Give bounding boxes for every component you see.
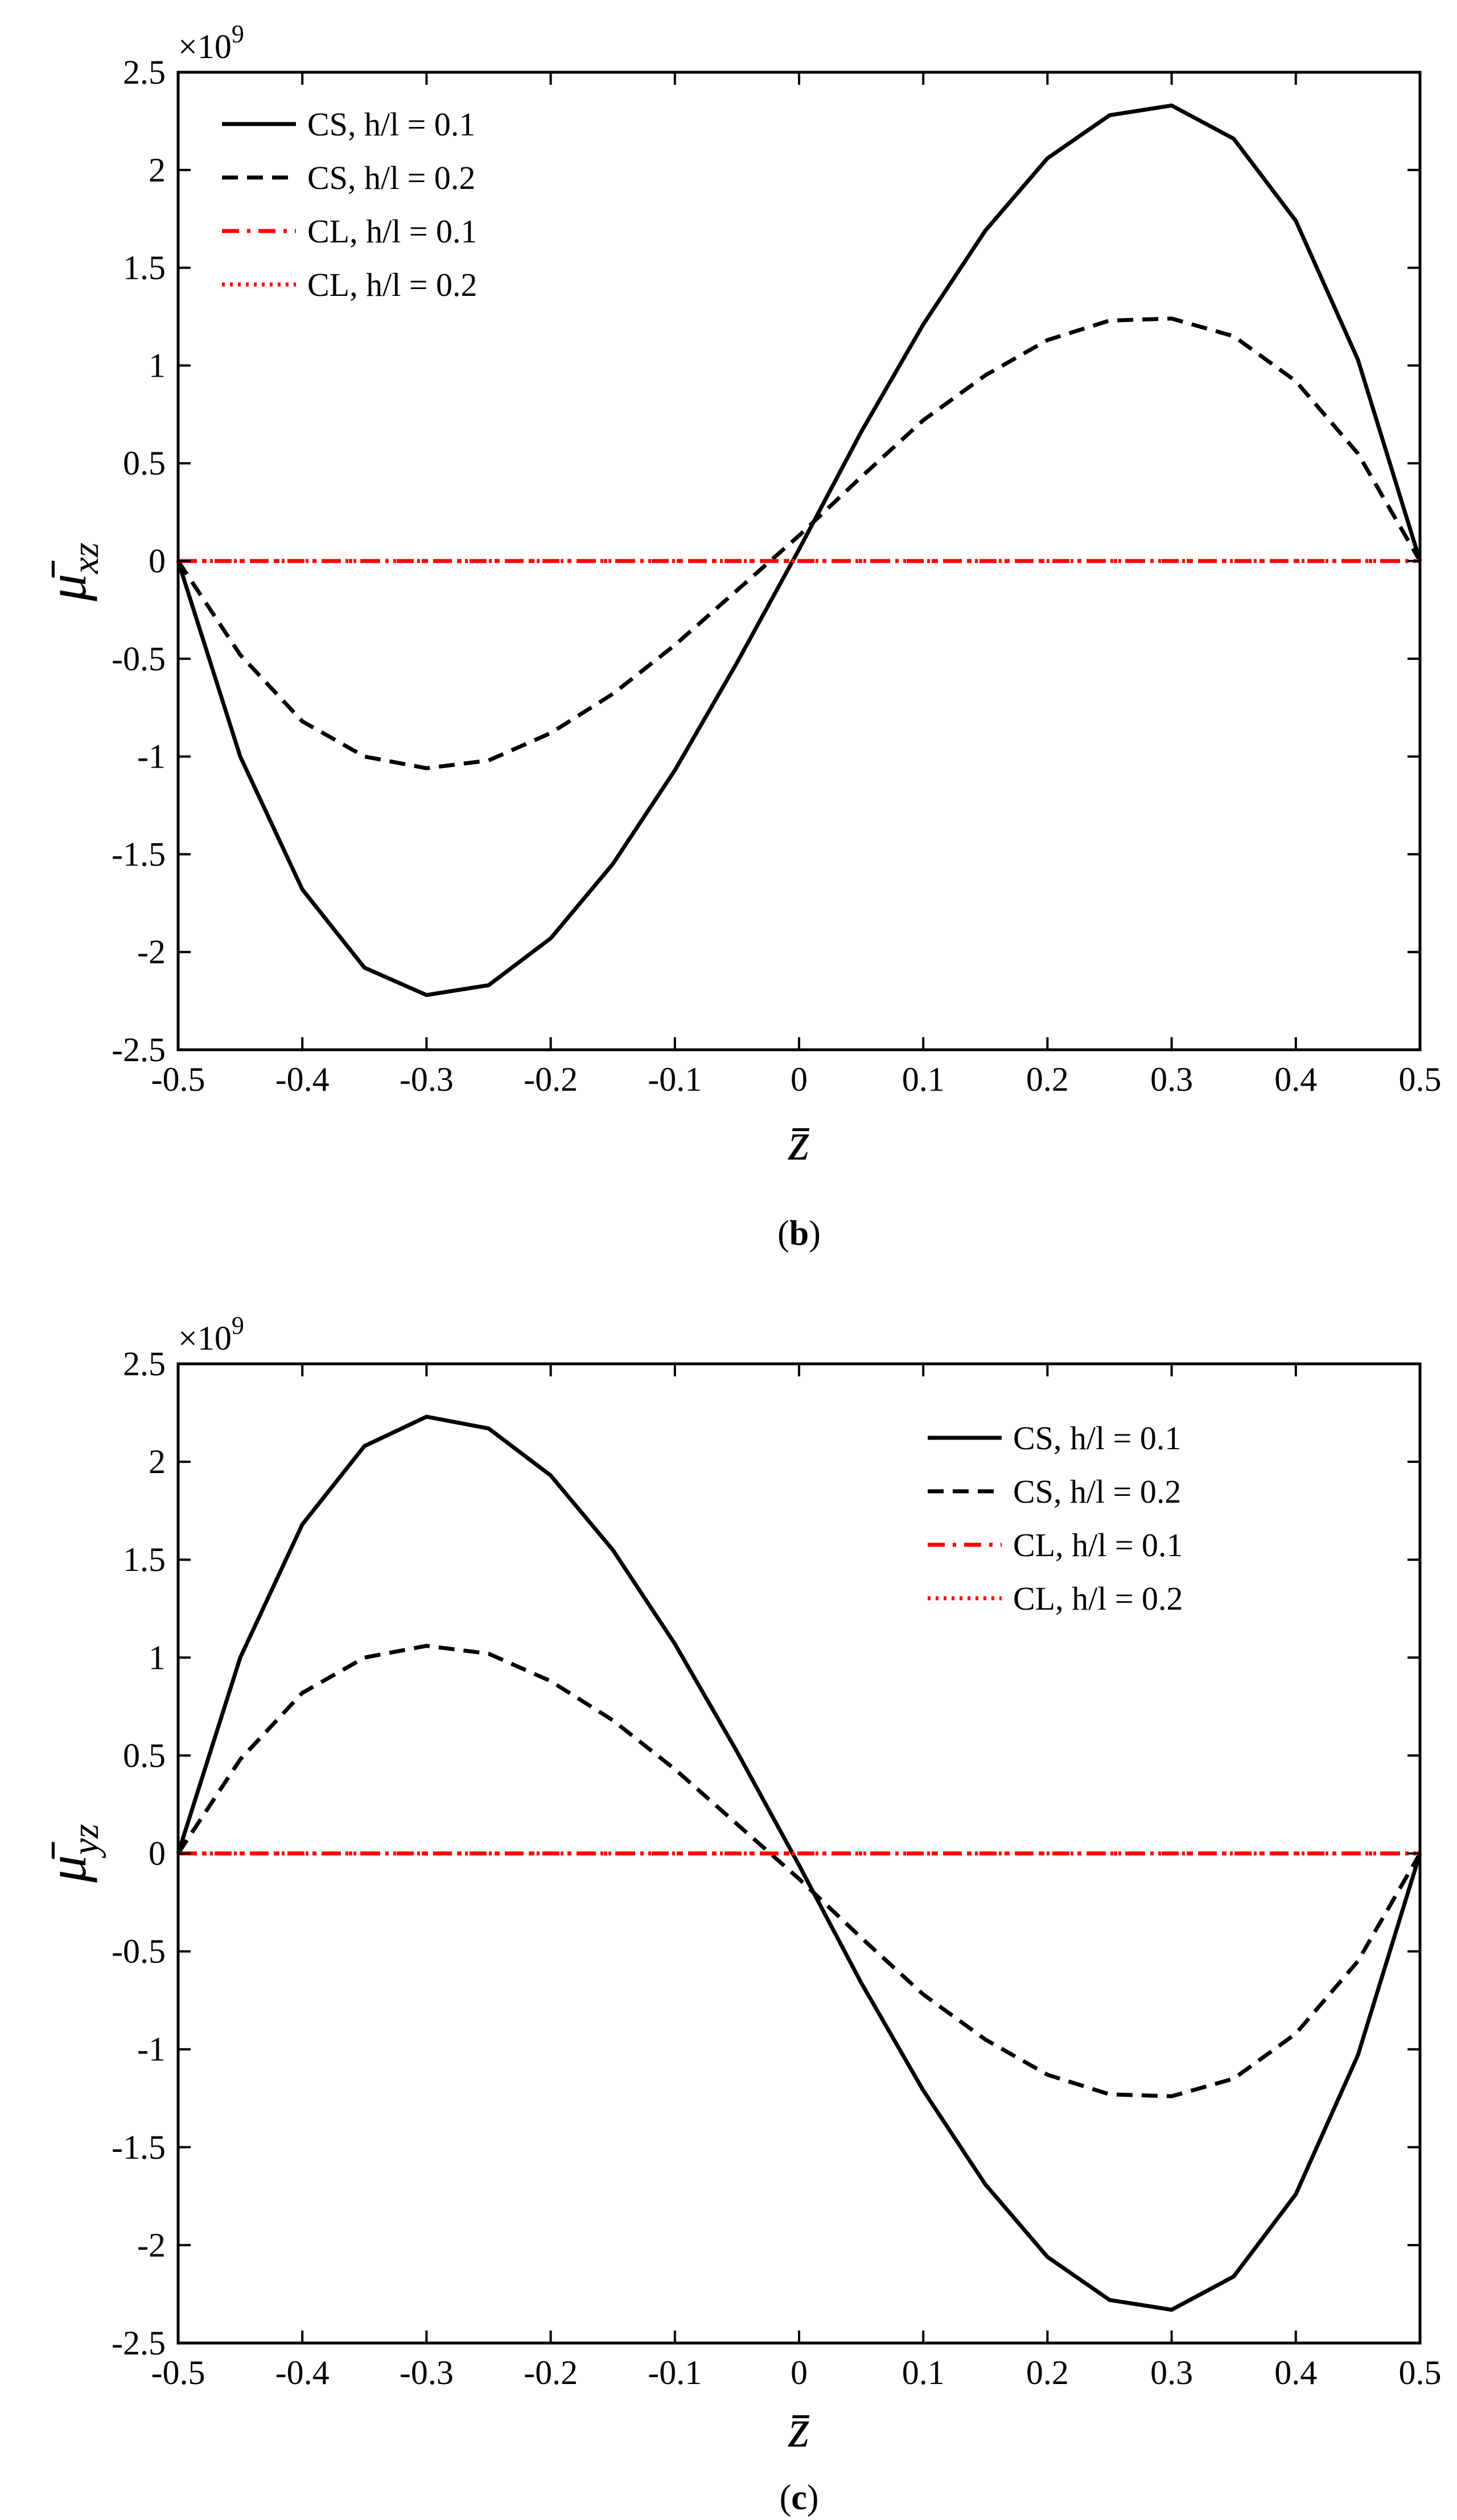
- legend-label-2: CS, h/l = 0.2: [307, 159, 475, 196]
- y-tick-label: -1: [137, 2031, 166, 2068]
- y-axis-label: μ̄xz: [36, 542, 106, 601]
- y-tick-label: 1.5: [123, 249, 166, 287]
- x-tick-label: 0: [791, 1061, 808, 1098]
- y-axis-ticks: -2.5 -2 -1.5 -1 -0.5 0 0.5 1 1.5 2 2.5: [112, 53, 1420, 1069]
- x-axis-label: z̄: [787, 1111, 810, 1172]
- x-tick-label: 0.2: [1026, 2354, 1069, 2391]
- y-axis-ticks: -2.5 -2 -1.5 -1 -0.5 0 0.5 1 1.5 2 2.5: [112, 1345, 1420, 2362]
- y-tick-label: -1: [137, 738, 166, 776]
- x-tick-label: 0.5: [1399, 1061, 1442, 1098]
- y-tick-label: -0.5: [112, 1933, 166, 1970]
- chart-panel-b: -0.5 -0.4 -0.3 -0.2 -0.1 0 0.1 0.2 0.3 0.4 0.5 -2.…: [36, 20, 1442, 1253]
- series-line-2: [176, 1644, 1422, 2098]
- x-tick-label: 0.4: [1274, 1061, 1317, 1098]
- x-tick-label: 0: [791, 2354, 808, 2391]
- y-tick-label: -2.5: [112, 1031, 166, 1069]
- x-tick-label: 0.1: [902, 2354, 945, 2391]
- series-line-2: [176, 316, 1422, 770]
- y-tick-label: -0.5: [112, 640, 166, 678]
- x-tick-label: -0.4: [275, 1061, 330, 1098]
- x-tick-label: 0.1: [902, 1061, 945, 1098]
- y-tick-label: 1: [149, 1639, 166, 1676]
- y-tick-label: 1: [149, 347, 166, 384]
- x-axis-ticks: -0.5 -0.4 -0.3 -0.2 -0.1 0 0.1 0.2 0.3 0.4 0.5: [151, 1364, 1442, 2391]
- legend: CS, h/l = 0.1 CS, h/l = 0.2 CL, h/l = 0.1 C…: [928, 1420, 1183, 1617]
- y-tick-label: -2.5: [112, 2324, 166, 2362]
- x-tick-label: -0.2: [524, 2354, 578, 2391]
- y-tick-label: 0: [149, 1835, 166, 1873]
- series-line-1: [176, 103, 1422, 997]
- x-tick-label: 0.4: [1274, 2354, 1317, 2391]
- y-scale-multiplier: ×109: [178, 1311, 244, 1357]
- y-tick-label: -2: [137, 933, 166, 971]
- x-tick-label: 0.5: [1399, 2354, 1442, 2391]
- legend-label-1: CS, h/l = 0.1: [1013, 1420, 1181, 1457]
- legend-label-4: CL, h/l = 0.2: [1013, 1580, 1183, 1617]
- legend-label-3: CL, h/l = 0.1: [1013, 1527, 1183, 1564]
- x-tick-label: -0.4: [275, 2354, 330, 2391]
- plot-lines: [176, 1414, 1422, 2312]
- x-tick-label: 0.3: [1150, 2354, 1193, 2391]
- panel-caption: (b): [777, 1214, 821, 1253]
- series-line-1: [176, 1414, 1422, 2312]
- legend-label-4: CL, h/l = 0.2: [307, 266, 478, 303]
- x-tick-label: -0.3: [400, 1061, 454, 1098]
- plot-lines: [176, 103, 1422, 997]
- x-tick-label: -0.5: [151, 1061, 205, 1098]
- x-tick-label: -0.5: [151, 2354, 205, 2391]
- y-tick-label: 0: [149, 542, 166, 580]
- legend: CS, h/l = 0.1 CS, h/l = 0.2 CL, h/l = 0.1 C…: [222, 106, 478, 303]
- x-tick-label: 0.3: [1150, 1061, 1193, 1098]
- y-tick-label: -1.5: [112, 2129, 166, 2166]
- y-tick-label: 0.5: [123, 1737, 166, 1774]
- y-tick-label: -1.5: [112, 835, 166, 873]
- y-axis-label: μ̄yz: [36, 1824, 106, 1883]
- panel-caption: (c): [780, 2478, 819, 2517]
- chart-panel-c: -0.5 -0.4 -0.3 -0.2 -0.1 0 0.1 0.2 0.3 0.4 0.5 -2.…: [36, 1311, 1442, 2517]
- y-tick-label: 2: [149, 151, 166, 189]
- y-scale-multiplier: ×109: [178, 20, 244, 65]
- x-tick-label: -0.3: [400, 2354, 454, 2391]
- y-tick-label: -2: [137, 2226, 166, 2264]
- x-axis-ticks: -0.5 -0.4 -0.3 -0.2 -0.1 0 0.1 0.2 0.3 0.4 0.5: [151, 72, 1442, 1098]
- legend-label-1: CS, h/l = 0.1: [307, 106, 475, 143]
- y-tick-label: 2.5: [123, 1345, 166, 1383]
- x-tick-label: -0.1: [648, 2354, 702, 2391]
- x-tick-label: -0.2: [524, 1061, 578, 1098]
- x-tick-label: 0.2: [1026, 1061, 1069, 1098]
- x-tick-label: -0.1: [648, 1061, 702, 1098]
- x-axis-label: z̄: [787, 2398, 810, 2459]
- y-tick-label: 2: [149, 1443, 166, 1480]
- y-tick-label: 1.5: [123, 1541, 166, 1578]
- y-tick-label: 0.5: [123, 444, 166, 482]
- legend-label-2: CS, h/l = 0.2: [1013, 1473, 1181, 1510]
- y-tick-label: 2.5: [123, 53, 166, 91]
- legend-label-3: CL, h/l = 0.1: [307, 213, 478, 250]
